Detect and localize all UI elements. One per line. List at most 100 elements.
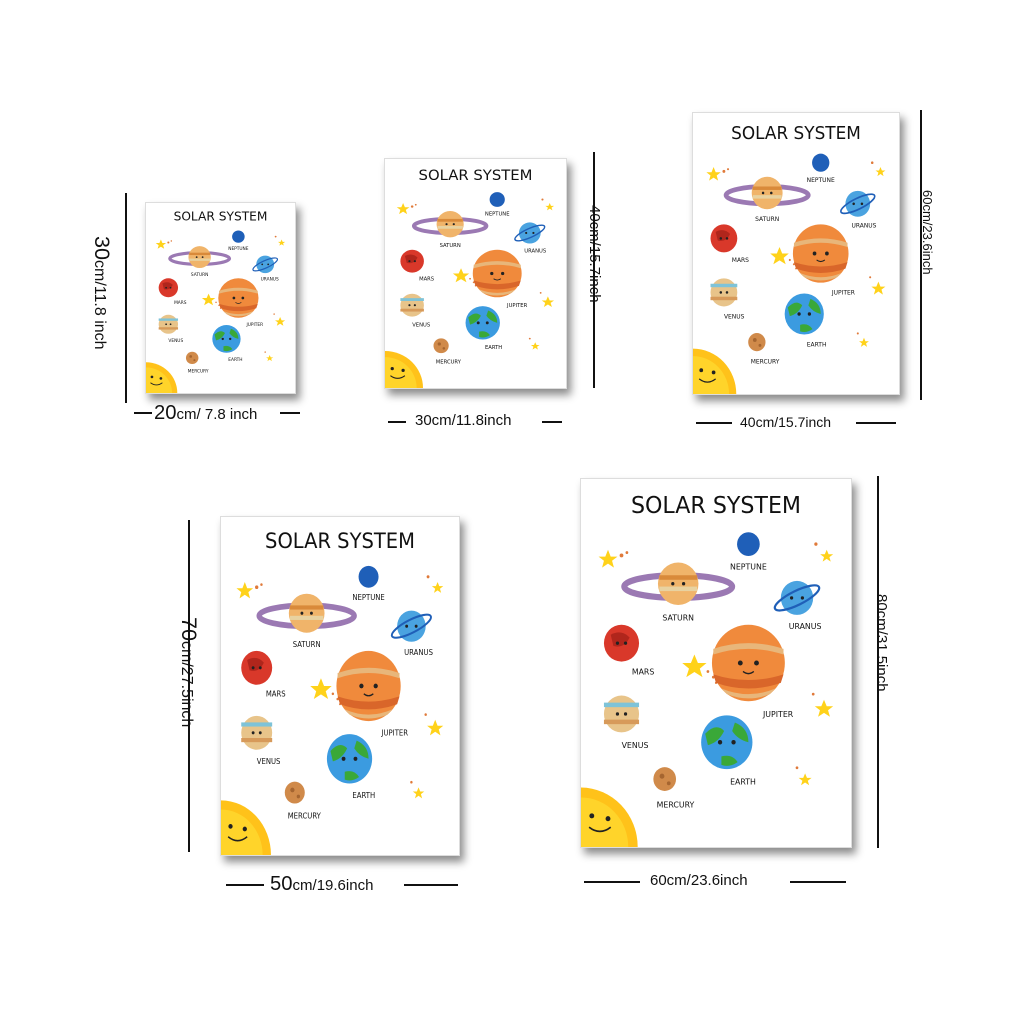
poster-title: SOLAR SYSTEM xyxy=(174,210,268,224)
venus-icon xyxy=(710,278,738,307)
width-dimension-label: 40cm/15.7inch xyxy=(740,414,831,430)
neptune-icon xyxy=(489,192,505,207)
height-dimension-label: 30cm/11.8 inch xyxy=(89,236,115,350)
star-decorations xyxy=(706,167,886,347)
neptune-label: NEPTUNE xyxy=(485,211,510,217)
height-dimension-label: 80cm/31.5inch xyxy=(873,594,890,692)
star-icon xyxy=(682,654,707,678)
poster-title: SOLAR SYSTEM xyxy=(265,528,415,553)
width-text: 30cm/11.8inch xyxy=(415,412,512,429)
star-icon xyxy=(275,317,286,326)
uranus-label: URANUS xyxy=(261,277,279,283)
height-dimension-label: 60cm/23.6inch xyxy=(920,190,935,275)
poster-artwork: SOLAR SYSTEM NEPTUNE SATURN xyxy=(385,167,555,388)
poster-artwork: SOLAR SYSTEM NEPTUNE SATURN xyxy=(221,528,444,855)
earth-label: EARTH xyxy=(485,345,502,351)
poster-xlarge: SOLAR SYSTEM NEPTUNE SATURN xyxy=(220,516,460,856)
star-icon xyxy=(266,355,274,362)
width-number: 50 xyxy=(270,873,293,895)
poster-large: SOLAR SYSTEM NEPTUNE SATURN xyxy=(692,112,900,395)
sun-icon xyxy=(385,351,423,388)
star-icon xyxy=(155,239,167,249)
mars-label: MARS xyxy=(419,277,434,283)
width-dimension-label: 30cm/11.8inch xyxy=(415,412,511,429)
height-dimension-line xyxy=(188,520,190,852)
mars-icon xyxy=(603,624,640,662)
star-icon xyxy=(706,167,721,181)
jupiter-label: JUPITER xyxy=(380,728,408,737)
mars-label: MARS xyxy=(266,689,286,698)
venus-label: VENUS xyxy=(724,313,745,320)
uranus-label: URANUS xyxy=(404,647,433,656)
jupiter-label: JUPITER xyxy=(506,303,528,309)
poster-title: SOLAR SYSTEM xyxy=(631,493,801,520)
width-dimension-line xyxy=(134,412,152,414)
width-dimension-line xyxy=(790,881,846,883)
saturn-icon xyxy=(621,562,736,605)
mercury-label: MERCURY xyxy=(288,811,322,820)
height-dimension-label: 70cm/27.5inch xyxy=(176,617,202,727)
uranus-icon xyxy=(514,222,546,244)
mercury-icon xyxy=(748,333,766,352)
star-icon xyxy=(412,787,425,799)
star-icon xyxy=(201,293,216,306)
neptune-icon xyxy=(812,153,830,172)
jupiter-icon xyxy=(336,650,401,722)
width-dimension-line xyxy=(584,881,640,883)
mars-icon xyxy=(710,224,738,253)
sparkle-dots xyxy=(722,161,874,335)
mercury-label: MERCURY xyxy=(657,800,695,809)
earth-icon xyxy=(465,306,500,340)
poster-title: SOLAR SYSTEM xyxy=(731,124,861,144)
jupiter-label: JUPITER xyxy=(762,710,794,719)
poster-artwork: SOLAR SYSTEM NEPTUNE SATURN xyxy=(693,124,886,394)
saturn-label: SATURN xyxy=(293,640,321,649)
saturn-icon xyxy=(723,176,811,210)
mercury-icon xyxy=(653,767,677,791)
sun-icon xyxy=(221,800,271,855)
uranus-icon xyxy=(773,580,821,615)
width-unit: cm/19.6inch xyxy=(292,877,374,894)
mercury-icon xyxy=(433,338,449,354)
star-icon xyxy=(545,203,555,211)
star-icon xyxy=(859,337,869,347)
height-unit: cm/11.8 inch xyxy=(91,260,108,350)
width-dimension-line xyxy=(542,421,562,423)
mars-icon xyxy=(400,249,424,273)
sparkle-dots xyxy=(167,235,277,353)
star-icon xyxy=(814,699,834,717)
width-dimension-label: 50cm/19.6inch xyxy=(270,873,373,896)
sun-icon xyxy=(146,362,178,393)
earth-icon xyxy=(326,734,373,784)
star-decorations xyxy=(155,239,286,362)
uranus-label: URANUS xyxy=(789,622,822,631)
neptune-icon xyxy=(358,565,379,588)
mars-label: MARS xyxy=(732,257,749,264)
height-dimension-line xyxy=(920,110,922,400)
neptune-icon xyxy=(232,230,245,243)
mercury-icon xyxy=(185,351,199,365)
uranus-icon xyxy=(390,610,432,642)
earth-icon xyxy=(701,715,753,770)
sun-icon xyxy=(693,348,737,394)
neptune-label: NEPTUNE xyxy=(807,177,835,184)
height-dimension-line xyxy=(877,476,879,848)
height-dimension-label: 40cm/15.7inch xyxy=(586,205,603,303)
neptune-label: NEPTUNE xyxy=(730,562,767,571)
jupiter-icon xyxy=(711,624,785,702)
mercury-label: MERCURY xyxy=(751,359,780,366)
jupiter-icon xyxy=(218,278,259,318)
poster-artwork: SOLAR SYSTEM NEPTUNE SATURN xyxy=(146,210,286,393)
venus-icon xyxy=(158,314,179,334)
star-icon xyxy=(236,582,254,599)
width-dimension-line xyxy=(856,422,896,424)
venus-label: VENUS xyxy=(168,338,183,344)
mars-icon xyxy=(158,278,179,298)
earth-label: EARTH xyxy=(352,790,375,799)
jupiter-label: JUPITER xyxy=(245,322,263,328)
star-icon xyxy=(530,342,540,350)
width-dimension-line xyxy=(280,412,300,414)
height-unit: cm/27.5inch xyxy=(178,641,195,728)
width-text: 60cm/23.6inch xyxy=(650,872,748,889)
star-icon xyxy=(278,239,286,246)
